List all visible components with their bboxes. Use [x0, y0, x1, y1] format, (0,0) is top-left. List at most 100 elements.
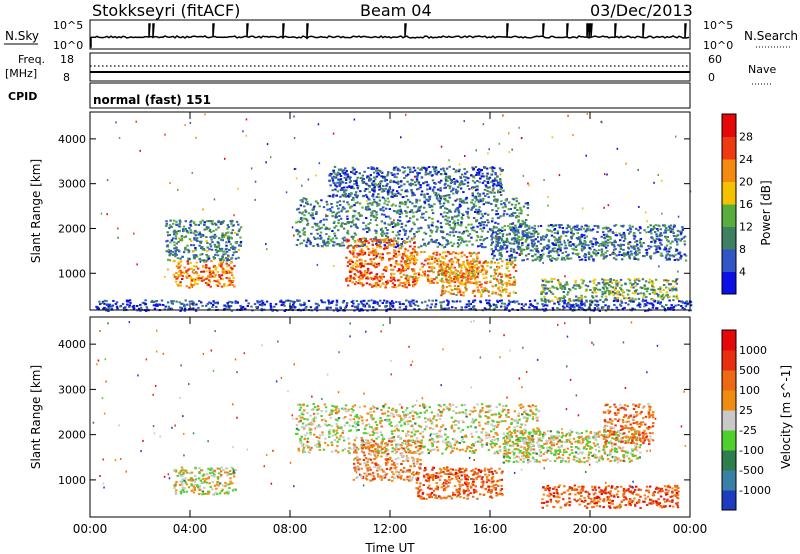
power-cell: [294, 167, 297, 170]
power-cell: [448, 224, 451, 226]
power-cell: [346, 221, 349, 223]
power-cell: [669, 228, 673, 231]
power-cell: [653, 227, 656, 230]
power-cell: [349, 179, 353, 182]
power-cell: [132, 307, 136, 310]
power-cell: [543, 298, 547, 301]
power-cell: [612, 257, 616, 260]
power-cell: [479, 238, 482, 241]
power-cell: [671, 230, 675, 233]
power-cell: [334, 214, 338, 217]
power-cell: [465, 201, 469, 204]
power-cell: [346, 265, 350, 267]
power-cell: [418, 199, 421, 202]
power-cell: [619, 248, 623, 250]
power-cell: [175, 265, 179, 268]
power-cell: [635, 245, 638, 247]
power-cell: [448, 175, 452, 178]
power-cell: [375, 252, 379, 255]
power-cell: [630, 250, 633, 253]
power-cell: [212, 257, 216, 260]
power-cell: [567, 302, 570, 304]
power-cell: [407, 198, 410, 201]
power-cell: [638, 248, 641, 251]
power-cell: [296, 233, 300, 236]
power-cell: [357, 303, 360, 306]
power-cell: [174, 235, 178, 238]
power-cell: [483, 261, 486, 263]
power-cell: [309, 243, 312, 246]
power-cell: [406, 220, 409, 223]
power-cell: [451, 203, 455, 206]
power-cell: [393, 175, 397, 178]
power-cell: [553, 228, 557, 230]
power-cell: [468, 308, 471, 311]
power-cell: [467, 269, 470, 272]
power-cell: [427, 166, 431, 168]
power-cell: [527, 243, 530, 246]
power-cell: [228, 249, 231, 251]
power-cell: [341, 181, 345, 184]
power-cell: [553, 250, 556, 253]
power-cell: [525, 234, 528, 236]
power-cell: [364, 260, 367, 262]
power-cell: [582, 207, 584, 210]
power-cell: [468, 188, 471, 191]
power-cell: [384, 269, 388, 272]
power-cell: [598, 282, 601, 285]
power-cell: [517, 236, 521, 239]
power-cell: [349, 258, 353, 261]
power-cell: [189, 121, 192, 124]
power-cell: [336, 309, 339, 312]
power-cell: [336, 194, 339, 197]
power-cell: [490, 275, 493, 278]
power-cell: [663, 231, 666, 234]
power-cell: [563, 241, 567, 244]
power-cell: [380, 233, 383, 236]
power-cell: [492, 303, 495, 306]
power-cell: [471, 179, 475, 182]
power-cell: [343, 186, 346, 189]
power-cell: [462, 261, 465, 264]
power-cell: [638, 251, 641, 254]
power-cell: [446, 216, 450, 219]
power-cell: [417, 273, 421, 276]
power-cell: [225, 308, 228, 311]
power-cell: [339, 306, 342, 309]
power-cell: [355, 182, 358, 184]
power-cell: [441, 215, 445, 218]
power-cell: [413, 249, 416, 251]
power-cell: [385, 207, 388, 210]
power-cell: [425, 169, 428, 172]
power-cell: [491, 229, 495, 232]
power-cell: [266, 248, 268, 251]
power-cell: [345, 189, 348, 192]
power-cell: [419, 268, 422, 271]
power-cell: [477, 290, 480, 293]
power-cell: [199, 236, 203, 239]
power-cell: [532, 229, 535, 232]
power-cell: [441, 289, 444, 292]
power-cell: [362, 195, 365, 198]
power-cell: [529, 303, 532, 306]
power-cell: [209, 302, 213, 305]
power-cell: [201, 253, 204, 256]
power-cell: [487, 290, 490, 293]
power-cell: [613, 241, 616, 244]
power-cell: [360, 252, 363, 255]
power-cell: [452, 251, 455, 253]
power-cell: [404, 232, 407, 235]
power-cell: [356, 252, 359, 255]
power-cell: [198, 231, 201, 234]
power-cell: [403, 167, 406, 169]
nave-label: Nave: [748, 63, 776, 76]
power-cell: [345, 278, 348, 280]
power-cell: [358, 172, 361, 175]
power-cell: [570, 231, 573, 234]
power-cell: [609, 289, 612, 292]
power-cell: [512, 211, 515, 214]
power-cell: [543, 309, 546, 312]
power-cell: [386, 182, 389, 185]
power-cell: [377, 204, 380, 206]
power-cell: [345, 256, 348, 259]
